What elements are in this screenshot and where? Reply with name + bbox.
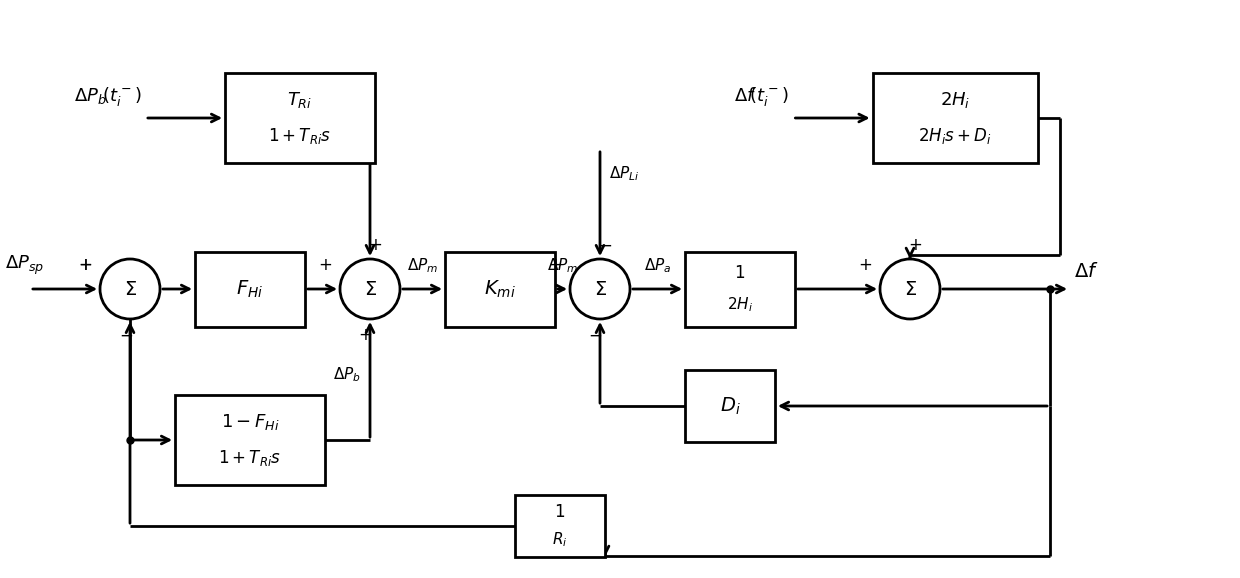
Text: $\Sigma$: $\Sigma$ <box>124 280 136 298</box>
Text: $1+T_{Ri}s$: $1+T_{Ri}s$ <box>218 448 281 468</box>
Text: $+$: $+$ <box>548 256 562 274</box>
Bar <box>684 370 775 442</box>
Text: $T_{Ri}$: $T_{Ri}$ <box>288 90 312 110</box>
Bar <box>445 251 556 327</box>
Bar <box>515 495 605 557</box>
Bar <box>195 251 305 327</box>
Text: $\Delta P_a$: $\Delta P_a$ <box>644 256 671 275</box>
Text: $2H_i$: $2H_i$ <box>727 296 753 314</box>
Text: $\Delta f\!\left(t_i^-\right)$: $\Delta f\!\left(t_i^-\right)$ <box>734 85 789 108</box>
Circle shape <box>100 259 160 319</box>
Text: $+$: $+$ <box>358 326 372 344</box>
Bar <box>684 251 795 327</box>
Text: $-$: $-$ <box>588 326 603 344</box>
Text: $+$: $+$ <box>317 256 332 274</box>
Text: $\Sigma$: $\Sigma$ <box>594 280 606 298</box>
Text: $-$: $-$ <box>119 326 133 344</box>
Text: $1+T_{Ri}s$: $1+T_{Ri}s$ <box>268 126 331 146</box>
Text: $\Delta f$: $\Delta f$ <box>1074 262 1099 281</box>
Text: $+$: $+$ <box>78 256 92 274</box>
Text: $-$: $-$ <box>598 236 613 254</box>
Text: $\Sigma$: $\Sigma$ <box>363 280 377 298</box>
Bar <box>175 395 325 485</box>
Bar <box>224 73 374 163</box>
Text: $\Delta P_m$: $\Delta P_m$ <box>547 256 578 275</box>
Text: $\Sigma$: $\Sigma$ <box>904 280 916 298</box>
Text: $2H_i$: $2H_i$ <box>940 90 970 110</box>
Bar <box>873 73 1038 163</box>
Text: $2H_is+D_i$: $2H_is+D_i$ <box>918 126 992 146</box>
Text: $1$: $1$ <box>734 264 745 282</box>
Text: $D_i$: $D_i$ <box>719 395 740 417</box>
Circle shape <box>340 259 401 319</box>
Text: $+$: $+$ <box>908 236 923 254</box>
Text: $\Delta P_{sp}$: $\Delta P_{sp}$ <box>5 254 45 277</box>
Circle shape <box>880 259 940 319</box>
Text: $\Delta P_b$: $\Delta P_b$ <box>334 365 361 384</box>
Text: $+$: $+$ <box>78 256 92 274</box>
Text: $F_{Hi}$: $F_{Hi}$ <box>237 279 264 299</box>
Text: $+$: $+$ <box>368 236 382 254</box>
Text: $R_i$: $R_i$ <box>552 531 568 549</box>
Text: $1-F_{Hi}$: $1-F_{Hi}$ <box>221 412 279 432</box>
Text: $1$: $1$ <box>554 503 565 521</box>
Text: $\Delta P_{Li}$: $\Delta P_{Li}$ <box>609 165 640 183</box>
Text: $+$: $+$ <box>858 256 872 274</box>
Text: $\Delta P_m$: $\Delta P_m$ <box>407 256 438 275</box>
Text: $K_{mi}$: $K_{mi}$ <box>484 279 516 299</box>
Text: $\Delta P_b\!\left(t_i^-\right)$: $\Delta P_b\!\left(t_i^-\right)$ <box>73 85 141 108</box>
Circle shape <box>570 259 630 319</box>
